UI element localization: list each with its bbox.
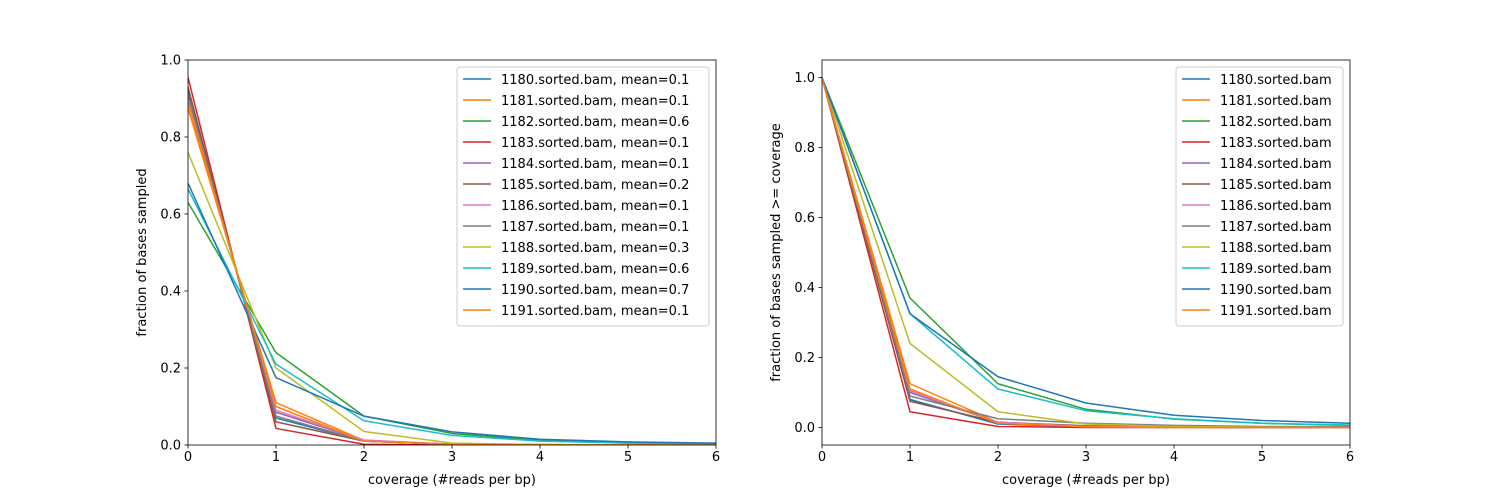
legend-label: 1191.sorted.bam, mean=0.1 — [501, 304, 689, 319]
y-axis-label: fraction of bases sampled — [135, 168, 150, 336]
legend-label: 1186.sorted.bam, mean=0.1 — [501, 199, 689, 214]
x-axis-label: coverage (#reads per bp) — [368, 473, 536, 488]
x-tick-label: 5 — [1258, 450, 1266, 465]
legend-label: 1187.sorted.bam — [1220, 220, 1332, 235]
chart-2: 0 1 2 3 4 5 6 0.0 0.2 0.4 0.6 0.8 1.0 coverage (#read… — [769, 59, 1354, 488]
plot-area — [822, 77, 1350, 429]
x-tick-label: 4 — [536, 450, 544, 465]
legend-label: 1181.sorted.bam — [1220, 94, 1332, 109]
series-line-12 — [822, 77, 1350, 429]
legend-label: 1186.sorted.bam — [1220, 199, 1332, 214]
legend-label: 1185.sorted.bam, mean=0.2 — [501, 178, 689, 193]
y-tick-label: 0.2 — [160, 362, 181, 377]
legend-label: 1190.sorted.bam — [1220, 283, 1332, 298]
legend-label: 1182.sorted.bam — [1220, 115, 1332, 130]
legend-box — [1175, 66, 1344, 327]
x-tick-label: 3 — [448, 450, 456, 465]
y-tick-label: 0.0 — [794, 421, 815, 436]
legend-label: 1183.sorted.bam, mean=0.1 — [501, 136, 689, 151]
y-tick-label: 0.4 — [794, 281, 815, 296]
series-line-12 — [188, 102, 716, 445]
x-tick-label: 0 — [818, 450, 826, 465]
y-tick-label: 1.0 — [160, 54, 181, 69]
x-tick-label: 6 — [712, 450, 720, 465]
y-tick-label: 0.8 — [794, 141, 815, 156]
legend-label: 1180.sorted.bam — [1220, 73, 1332, 88]
legend-label: 1191.sorted.bam — [1220, 304, 1332, 319]
x-tick-label: 0 — [184, 450, 192, 465]
series-line-11 — [822, 77, 1350, 425]
x-tick-label: 1 — [272, 450, 280, 465]
x-tick-label: 3 — [1082, 450, 1090, 465]
x-tick-label: 2 — [360, 450, 368, 465]
legend-label: 1183.sorted.bam — [1220, 136, 1332, 151]
legend-label: 1180.sorted.bam, mean=0.1 — [501, 73, 689, 88]
x-axis-label: coverage (#reads per bp) — [1002, 473, 1170, 488]
legend-box — [456, 66, 710, 327]
y-tick-label: 1.0 — [794, 71, 815, 86]
series-line-4 — [188, 77, 716, 445]
y-axis-label: fraction of bases sampled >= coverage — [769, 123, 784, 382]
legend-label: 1184.sorted.bam, mean=0.1 — [501, 157, 689, 172]
legend-label: 1190.sorted.bam, mean=0.7 — [501, 283, 689, 298]
y-tick-label: 0.8 — [160, 131, 181, 146]
legend-label: 1187.sorted.bam, mean=0.1 — [501, 220, 689, 235]
series-line-11 — [188, 182, 716, 444]
legend: 1180.sorted.bam, mean=0.1 1181.sorted.bam… — [456, 66, 710, 327]
legend-label: 1188.sorted.bam, mean=0.3 — [501, 241, 689, 256]
legend-label: 1189.sorted.bam — [1220, 262, 1332, 277]
y-tick-label: 0.6 — [160, 208, 181, 223]
legend-label: 1184.sorted.bam — [1220, 157, 1332, 172]
y-tick-label: 0.0 — [160, 439, 181, 454]
legend-label: 1188.sorted.bam — [1220, 241, 1332, 256]
x-tick-label: 4 — [1170, 450, 1178, 465]
x-tick-label: 6 — [1346, 450, 1354, 465]
legend-label: 1181.sorted.bam, mean=0.1 — [501, 94, 689, 109]
x-tick-label: 5 — [624, 450, 632, 465]
legend-label: 1189.sorted.bam, mean=0.6 — [501, 262, 689, 277]
legend-label: 1182.sorted.bam, mean=0.6 — [501, 115, 689, 130]
legend-label: 1185.sorted.bam — [1220, 178, 1332, 193]
y-tick-label: 0.4 — [160, 285, 181, 300]
y-tick-label: 0.2 — [794, 351, 815, 366]
series-line-9 — [188, 152, 716, 445]
y-tick-label: 0.6 — [794, 211, 815, 226]
x-tick-label: 1 — [906, 450, 914, 465]
x-tick-label: 2 — [994, 450, 1002, 465]
legend: 1180.sorted.bam 1181.sorted.bam 1182.sorte… — [1175, 66, 1344, 327]
series-line-10 — [188, 188, 716, 445]
chart-1: 0 1 2 3 4 5 6 0.0 0.2 0.4 0.6 0.8 1.0 coverage (#read… — [135, 54, 720, 489]
plot-area — [188, 77, 716, 445]
